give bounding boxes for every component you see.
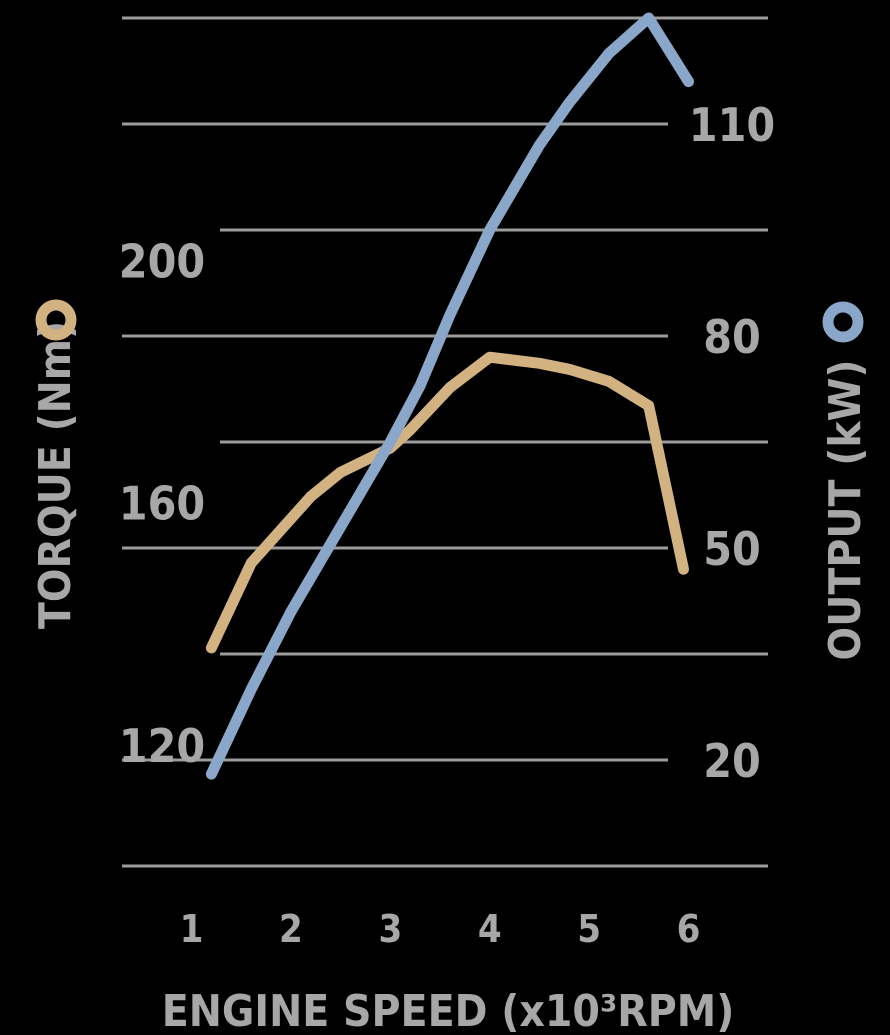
right-axis-title: OUTPUT (kW) (820, 360, 871, 661)
left-tick-label: 120 (119, 719, 205, 773)
left-tick-label: 200 (119, 234, 205, 288)
x-tick-label: 6 (677, 907, 701, 951)
right-axis-title-group: OUTPUT (kW) (820, 360, 871, 661)
x-tick-label: 4 (478, 907, 502, 951)
torque-series-line (205, 351, 689, 654)
x-axis-title: ENGINE SPEED (x10³RPM) (162, 986, 735, 1035)
x-tick-label: 5 (577, 907, 601, 951)
right-tick-label: 80 (703, 310, 761, 364)
grid-lines (122, 16, 768, 868)
right-axis-ticks: 20 50 80 110 (689, 98, 775, 788)
left-axis-title-group: TORQUE (Nm) (30, 321, 81, 629)
torque-legend-marker (35, 299, 77, 341)
left-axis-title: TORQUE (Nm) (30, 321, 81, 629)
right-tick-label: 50 (703, 522, 761, 576)
x-tick-label: 2 (279, 907, 303, 951)
left-tick-label: 160 (119, 477, 205, 531)
x-tick-label: 3 (378, 907, 402, 951)
series-layer (205, 12, 694, 780)
left-axis-ticks: 120 160 200 (119, 234, 205, 773)
output-series-line (205, 12, 694, 780)
right-tick-label: 20 (703, 734, 761, 788)
output-legend-marker (822, 301, 864, 343)
right-tick-label: 110 (689, 98, 775, 152)
x-axis-ticks: 1 2 3 4 5 6 (180, 907, 701, 951)
x-tick-label: 1 (180, 907, 204, 951)
